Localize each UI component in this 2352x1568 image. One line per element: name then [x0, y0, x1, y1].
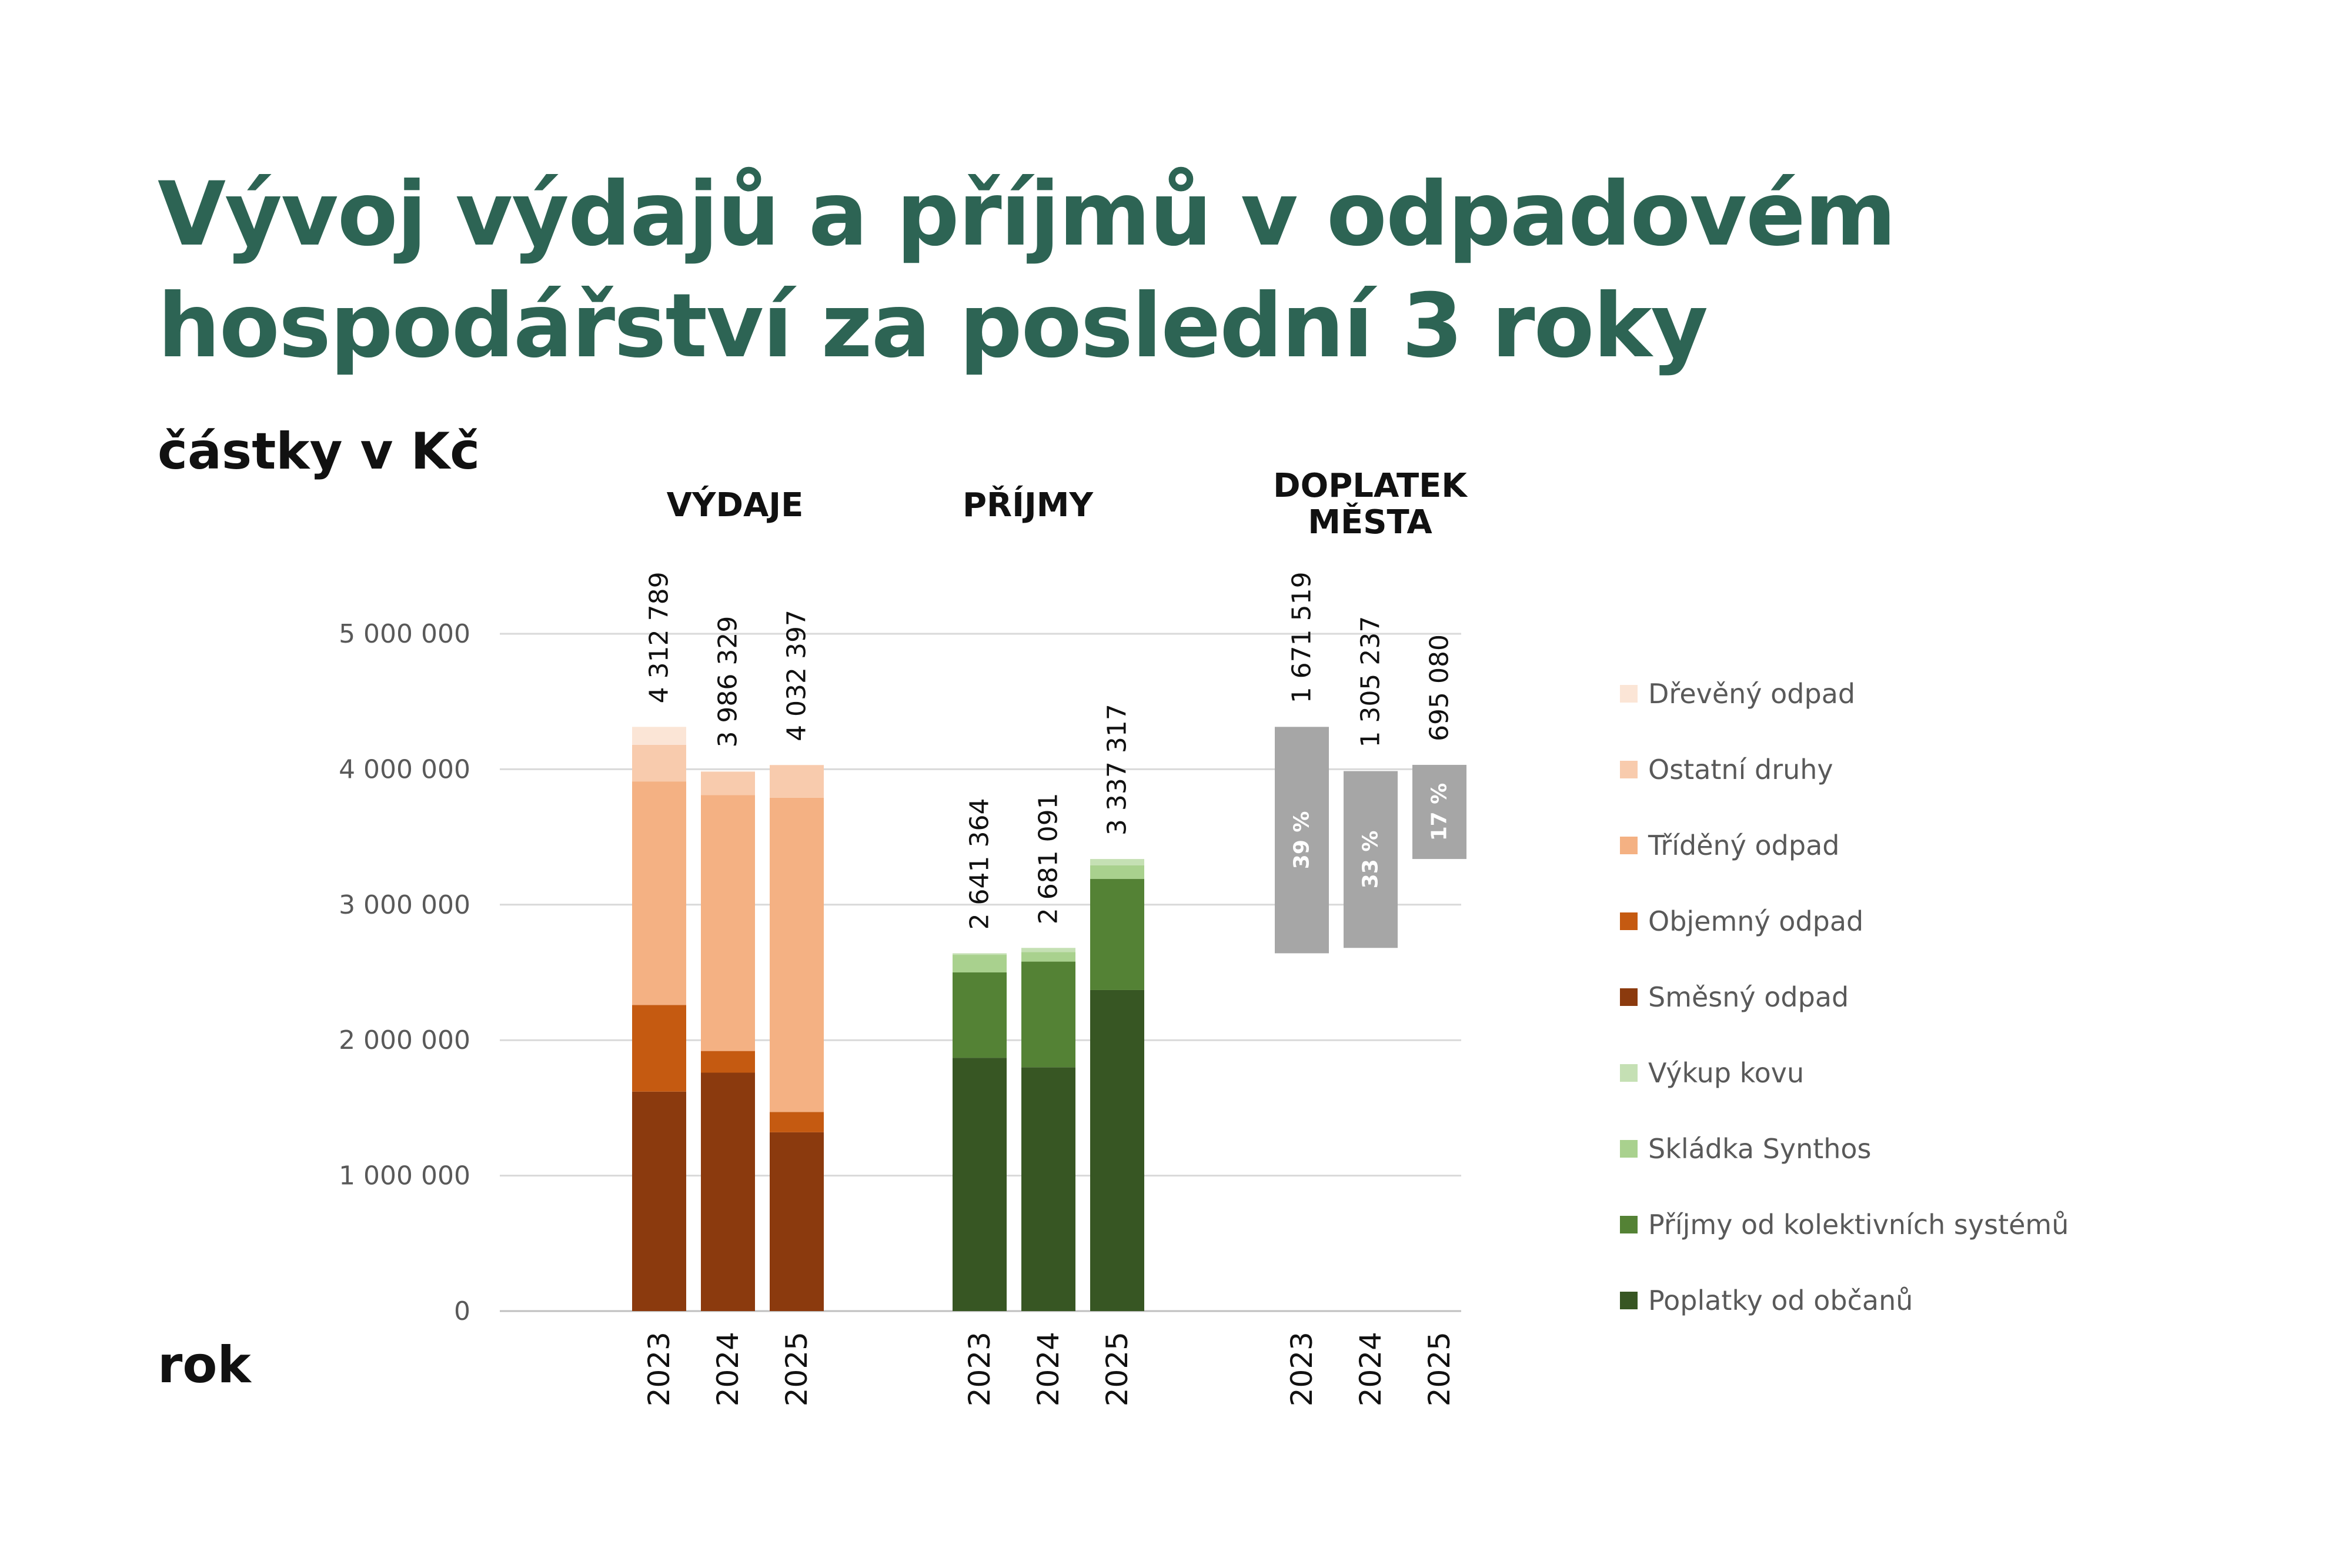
bar-segment-prijmy-2025-3 — [1090, 859, 1144, 865]
data-label: 1 305 237 — [1356, 616, 1386, 748]
legend-label: Objemný odpad — [1648, 905, 1863, 937]
bar-segment-vydaje-2024-0 — [701, 1072, 755, 1311]
bar-segment-prijmy-2024-3 — [1021, 948, 1075, 952]
bar-doplatek-2023 — [1275, 727, 1329, 954]
x-axis-label: rok — [158, 1336, 251, 1395]
legend-swatch — [1620, 1064, 1638, 1082]
legend-swatch — [1620, 837, 1638, 854]
bar-segment-vydaje-2025-1 — [770, 1112, 824, 1132]
legend-swatch — [1620, 1216, 1638, 1233]
legend-swatch — [1620, 1292, 1638, 1309]
x-tick-label: 2025 — [780, 1332, 814, 1406]
legend-label: Poplatky od občanů — [1648, 1285, 1913, 1316]
bar-segment-vydaje-2023-1 — [632, 1005, 686, 1092]
bar-segment-vydaje-2025-3 — [770, 765, 824, 798]
x-tick-label: 2024 — [1354, 1332, 1388, 1406]
data-label: 4 312 789 — [644, 571, 674, 703]
title-line-2: hospodářství za poslední 3 roky — [158, 275, 1708, 377]
y-tick-label: 3 000 000 — [339, 890, 470, 920]
legend-label: Ostatní druhy — [1648, 754, 1833, 785]
legend-swatch — [1620, 1140, 1638, 1158]
bar-segment-prijmy-2024-0 — [1021, 1067, 1075, 1311]
x-tick-label: 2023 — [1285, 1332, 1319, 1406]
bar-segment-prijmy-2025-0 — [1090, 989, 1144, 1311]
y-tick-label: 1 000 000 — [339, 1161, 470, 1191]
percent-label: 39 % — [1290, 811, 1314, 870]
legend-label: Příjmy od kolektivních systémů — [1648, 1209, 2069, 1241]
bar-doplatek-2024 — [1344, 771, 1398, 948]
data-label: 3 986 329 — [713, 616, 743, 748]
legend-label: Skládka Synthos — [1648, 1133, 1872, 1165]
legend-label: Dřevěný odpad — [1648, 678, 1855, 710]
data-label: 2 681 091 — [1034, 793, 1064, 924]
x-tick-label: 2023 — [642, 1332, 676, 1406]
title-line-1: Vývoj výdajů a příjmů v odpadovém — [158, 163, 1896, 266]
data-label: 4 032 397 — [782, 610, 812, 741]
legend-label: Směsný odpad — [1648, 981, 1849, 1013]
percent-label: 33 % — [1359, 831, 1383, 889]
bar-segment-vydaje-2024-2 — [701, 795, 755, 1051]
legend-label: Výkup kovu — [1648, 1057, 1804, 1089]
bar-segment-prijmy-2023-0 — [953, 1058, 1007, 1311]
bar-segment-prijmy-2025-1 — [1090, 879, 1144, 990]
bar-segment-vydaje-2023-4 — [632, 727, 686, 745]
y-tick-label: 5 000 000 — [339, 619, 470, 649]
legend-swatch — [1620, 912, 1638, 930]
x-tick-label: 2024 — [1031, 1332, 1065, 1406]
page-title: Vývoj výdajů a příjmů v odpadovém hospod… — [158, 159, 1896, 382]
bar-segment-vydaje-2024-4 — [701, 771, 755, 773]
x-tick-label: 2025 — [1422, 1332, 1456, 1406]
y-unit-label: částky v Kč — [158, 422, 480, 481]
group-title-prijmy: PŘÍJMY — [963, 486, 1094, 524]
y-tick-label: 0 — [454, 1296, 470, 1326]
legend-swatch — [1620, 685, 1638, 703]
bar-doplatek-2025 — [1412, 764, 1466, 860]
bar-segment-vydaje-2024-3 — [701, 772, 755, 795]
group-title-doplatek: DOPLATEK — [1273, 467, 1468, 505]
bar-segment-vydaje-2023-0 — [632, 1091, 686, 1311]
bar-segment-prijmy-2024-2 — [1021, 952, 1075, 962]
x-tick-label: 2024 — [711, 1332, 745, 1406]
y-tick-label: 2 000 000 — [339, 1025, 470, 1055]
legend-swatch — [1620, 988, 1638, 1006]
bar-segment-prijmy-2023-3 — [953, 953, 1007, 955]
data-label: 2 641 364 — [965, 798, 995, 930]
bar-segment-vydaje-2024-1 — [701, 1051, 755, 1073]
bar-segment-vydaje-2025-0 — [770, 1132, 824, 1311]
legend-swatch — [1620, 761, 1638, 778]
percent-label: 17 % — [1428, 783, 1452, 841]
bar-segment-vydaje-2023-2 — [632, 781, 686, 1005]
y-tick-label: 4 000 000 — [339, 754, 470, 784]
bar-segment-prijmy-2023-2 — [953, 955, 1007, 972]
group-title-doplatek: MĚSTA — [1308, 503, 1432, 541]
x-tick-label: 2023 — [963, 1332, 997, 1406]
bar-segment-prijmy-2024-1 — [1021, 961, 1075, 1068]
bar-segment-vydaje-2025-2 — [770, 797, 824, 1112]
data-label: 695 080 — [1425, 634, 1455, 741]
bar-segment-prijmy-2025-2 — [1090, 865, 1144, 880]
legend-label: Tříděný odpad — [1648, 830, 1839, 861]
bar-segment-vydaje-2023-3 — [632, 744, 686, 782]
bar-segment-prijmy-2023-1 — [953, 972, 1007, 1058]
data-label: 1 671 519 — [1287, 571, 1317, 703]
group-title-vydaje: VÝDAJE — [667, 486, 804, 524]
data-label: 3 337 317 — [1102, 704, 1132, 835]
x-tick-label: 2025 — [1100, 1332, 1134, 1406]
